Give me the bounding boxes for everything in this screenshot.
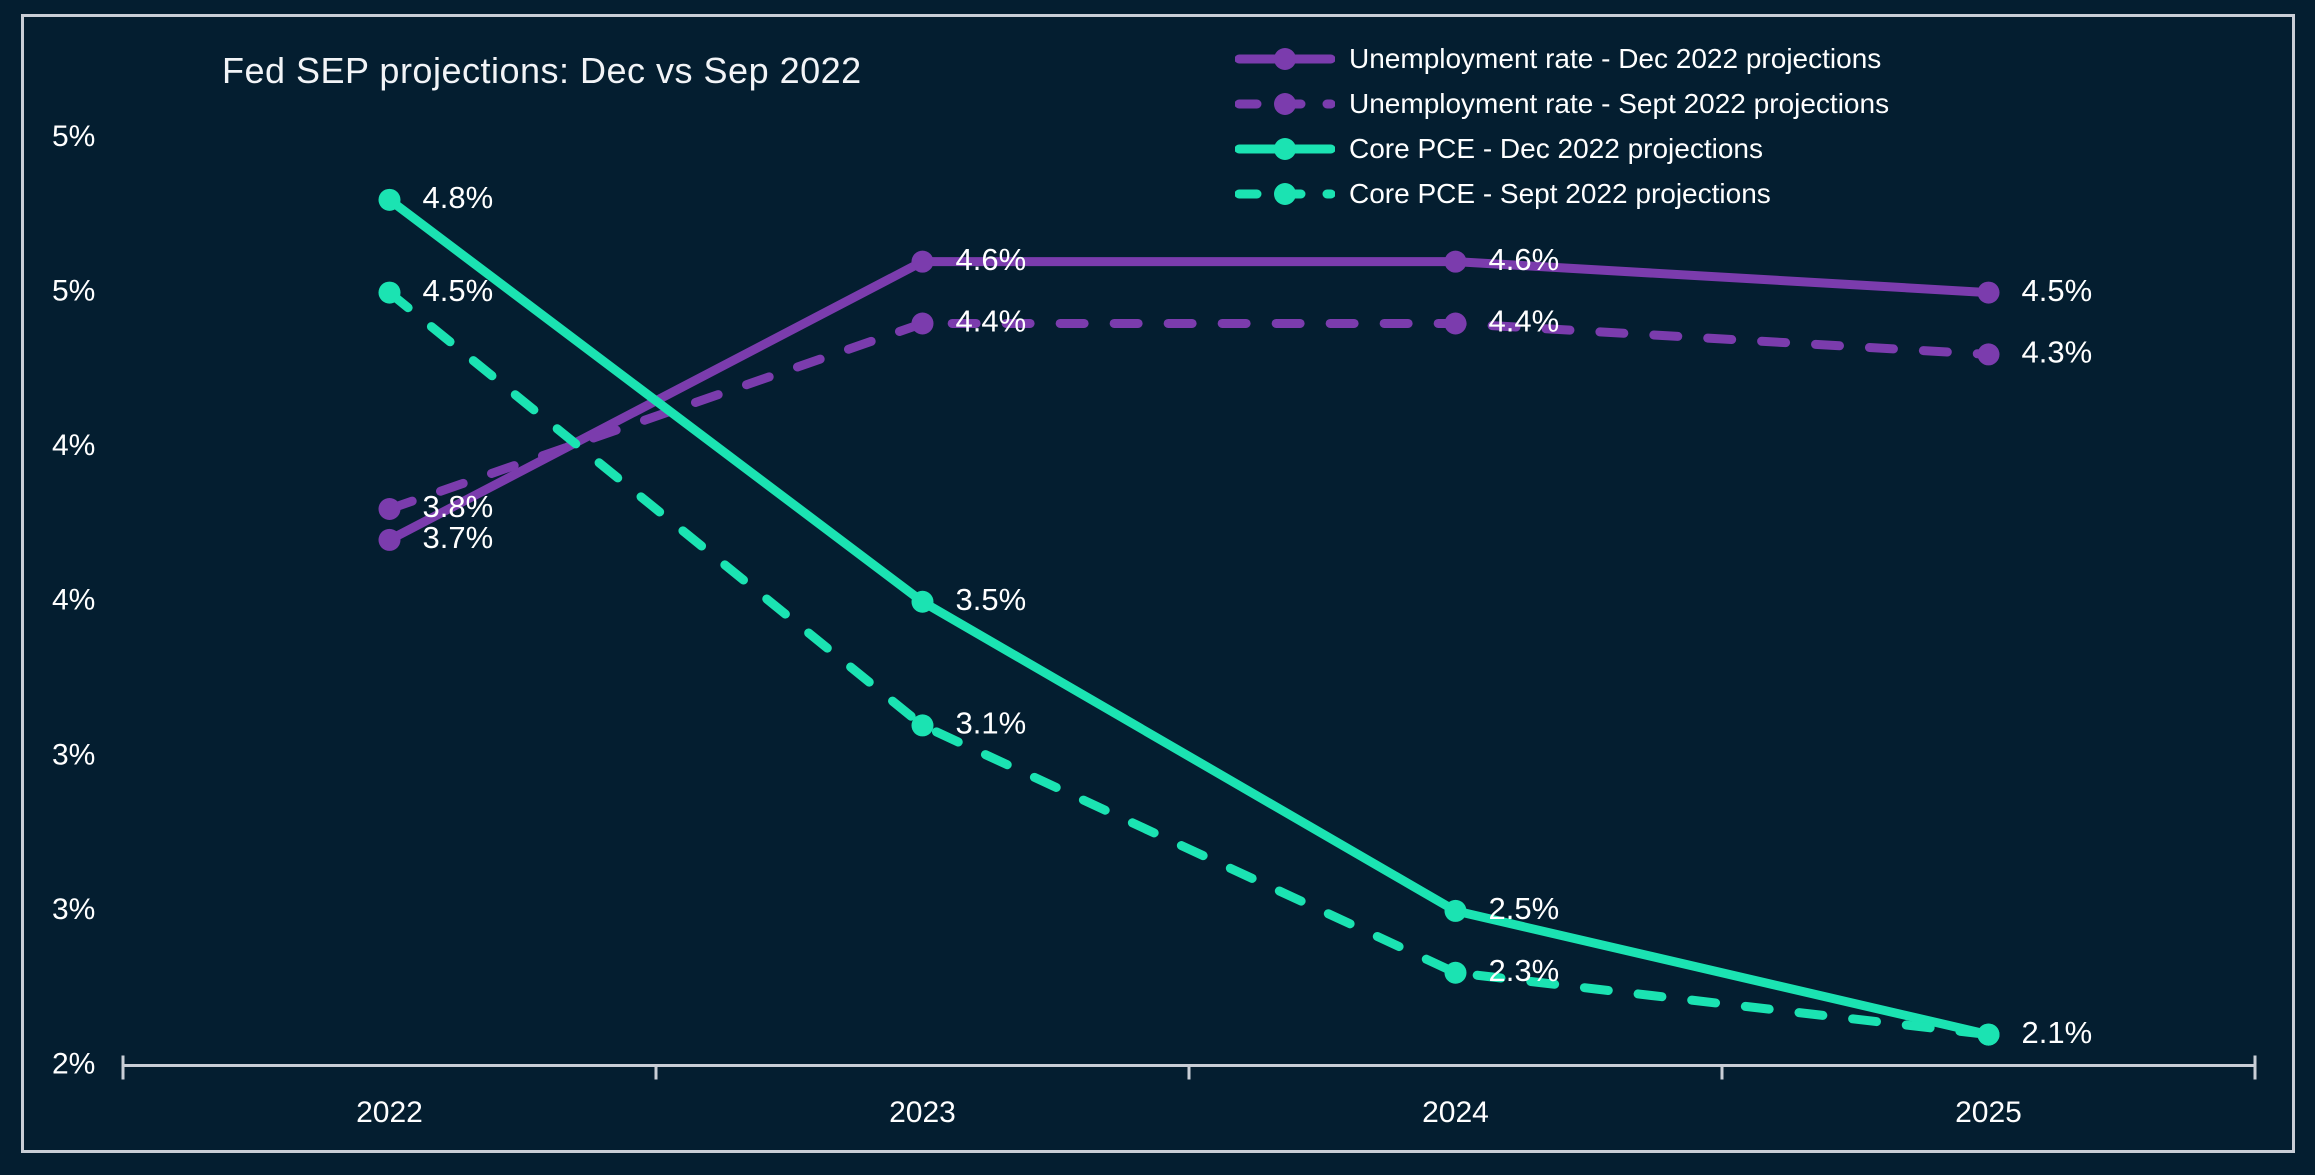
data-point (911, 590, 934, 613)
data-point (1444, 899, 1467, 922)
data-point-label: 3.5% (956, 582, 1027, 617)
data-point-label: 2.1% (2022, 1015, 2093, 1050)
data-point-label: 4.8% (423, 180, 494, 215)
legend-item[interactable]: Core PCE - Sept 2022 projections (1235, 171, 1889, 216)
data-point-label: 4.6% (1489, 242, 1560, 277)
series-line (385, 288, 1993, 1040)
legend: Unemployment rate - Dec 2022 projections… (1235, 36, 1889, 216)
data-point (1977, 281, 2000, 304)
data-point-label: 3.1% (956, 706, 1027, 741)
legend-item-label: Core PCE - Sept 2022 projections (1349, 177, 1771, 209)
data-point (1977, 1023, 2000, 1046)
chart-title: Fed SEP projections: Dec vs Sep 2022 (222, 50, 862, 91)
data-point (911, 312, 934, 335)
data-point-label: 4.6% (956, 242, 1027, 277)
data-point (378, 281, 401, 304)
data-point-label: 4.3% (2022, 335, 2093, 370)
y-tick-label: 5% (52, 120, 95, 153)
legend-swatch-icon (1235, 92, 1335, 115)
series-line (385, 318, 1993, 514)
data-point-label: 4.5% (423, 273, 494, 308)
legend-swatch-icon (1235, 47, 1335, 70)
data-point (378, 528, 401, 551)
data-point (911, 250, 934, 273)
data-point-label: 4.4% (956, 304, 1027, 339)
x-tick-label: 2023 (889, 1096, 956, 1129)
x-tick-label: 2022 (356, 1096, 423, 1129)
legend-item-label: Core PCE - Dec 2022 projections (1349, 132, 1763, 164)
y-tick-label: 4% (52, 584, 95, 617)
data-point-label: 2.5% (1489, 891, 1560, 926)
data-point-label: 2.3% (1489, 953, 1560, 988)
legend-item[interactable]: Unemployment rate - Dec 2022 projections (1235, 36, 1889, 81)
data-point (1444, 312, 1467, 335)
legend-item-label: Unemployment rate - Sept 2022 projection… (1349, 87, 1890, 119)
legend-item[interactable]: Core PCE - Dec 2022 projections (1235, 126, 1889, 171)
data-point-label: 4.4% (1489, 304, 1560, 339)
data-point (1977, 343, 2000, 366)
data-point (378, 497, 401, 520)
x-tick-label: 2025 (1955, 1096, 2022, 1129)
x-tick-label: 2024 (1422, 1096, 1489, 1129)
data-point (1444, 961, 1467, 984)
data-point-label: 4.5% (2022, 273, 2093, 308)
data-point (911, 714, 934, 737)
y-tick-label: 4% (52, 429, 95, 462)
legend-swatch-icon (1235, 137, 1335, 160)
y-tick-label: 2% (52, 1047, 95, 1080)
y-tick-label: 5% (52, 274, 95, 307)
data-point (1444, 250, 1467, 273)
series-line (385, 257, 1993, 545)
data-point-label: 3.8% (423, 489, 494, 524)
y-tick-label: 3% (52, 893, 95, 926)
legend-item-label: Unemployment rate - Dec 2022 projections (1349, 42, 1882, 74)
legend-swatch-icon (1235, 182, 1335, 205)
data-point (378, 188, 401, 211)
series-line (385, 195, 1993, 1040)
legend-item[interactable]: Unemployment rate - Sept 2022 projection… (1235, 81, 1889, 126)
y-tick-label: 3% (52, 738, 95, 771)
data-point-label: 3.7% (423, 520, 494, 555)
